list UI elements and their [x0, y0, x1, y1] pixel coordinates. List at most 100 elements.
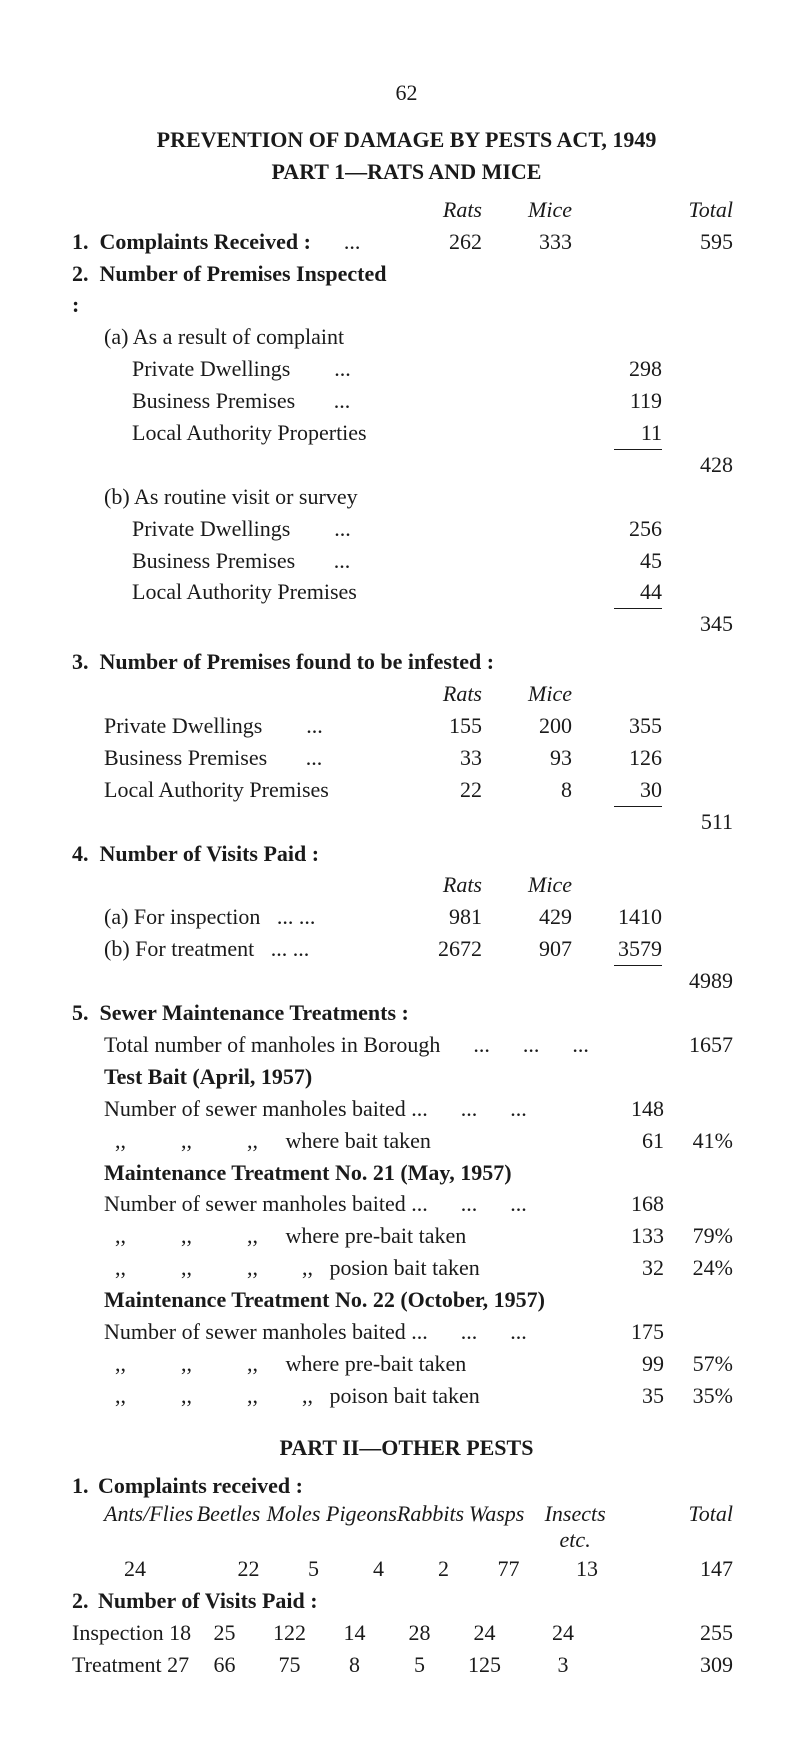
- s5-num: 5.: [72, 1000, 89, 1025]
- s4-head: 4. Number of Visits Paid :: [72, 838, 741, 870]
- p2h1: Ants/Flies: [104, 1501, 196, 1553]
- s1-dots: ...: [344, 229, 361, 254]
- s2a3-label: Local Authority Properties: [72, 417, 392, 449]
- s4b-label: (b) For treatment: [104, 936, 254, 961]
- s2b2-label: Business Premises: [132, 548, 295, 573]
- p2s2-num: 2.: [72, 1585, 98, 1617]
- s5-l8-label: ,, ,, ,, ,, posion bait taken: [72, 1252, 584, 1284]
- s5-l8-v: 32: [584, 1252, 664, 1284]
- s5-l11-v: 99: [584, 1348, 664, 1380]
- title-line-2: PART 1—RATS AND MICE: [72, 156, 741, 188]
- s2a1-val: 298: [572, 353, 662, 385]
- s3r1-dots: ...: [306, 713, 323, 738]
- p2v7: 13: [541, 1553, 633, 1585]
- s5-l12-label: ,, ,, ,, ,, poison bait taken: [72, 1380, 584, 1412]
- s3r2-label: Business Premises: [104, 745, 267, 770]
- p2v6: 77: [476, 1553, 541, 1585]
- p2s2r2-7: 3: [517, 1649, 609, 1681]
- s4b-t: 3579: [572, 933, 662, 965]
- s5-l3: Number of sewer manholes baited ... ... …: [72, 1093, 741, 1125]
- s3-hdr: Rats Mice: [72, 678, 741, 710]
- s5-l10-label: Number of sewer manholes baited ... ... …: [72, 1316, 584, 1348]
- p2s2-r1: Inspection 18 25 122 14 28 24 24 255: [72, 1617, 741, 1649]
- p2s2r1-7: 24: [517, 1617, 609, 1649]
- p2s2r1-l: Inspection 18: [72, 1617, 192, 1649]
- p2s2r1-5: 28: [387, 1617, 452, 1649]
- p2v1: 24: [104, 1553, 216, 1585]
- s3-hdr-mice: Mice: [482, 678, 572, 710]
- s5-l9-label: Maintenance Treatment No. 22 (October, 1…: [72, 1284, 584, 1316]
- s2b-label: (b) As routine visit or survey: [72, 481, 392, 513]
- s5-l12-v: 35: [584, 1380, 664, 1412]
- p2s2r2-2: 66: [192, 1649, 257, 1681]
- s5-l12: ,, ,, ,, ,, poison bait taken 35 35%: [72, 1380, 741, 1412]
- s2-num: 2.: [72, 261, 89, 286]
- s3r3-c: 30: [572, 774, 662, 806]
- s3r1-c: 355: [572, 710, 662, 742]
- s5-head: 5. Sewer Maintenance Treatments :: [72, 997, 741, 1029]
- s1-num: 1.: [72, 229, 89, 254]
- s1-rats: 262: [392, 226, 482, 258]
- s2b1-label: Private Dwellings: [132, 516, 290, 541]
- s3-label: Number of Premises found to be infested …: [100, 649, 495, 674]
- s4a-r: 981: [392, 901, 482, 933]
- s2b3: Local Authority Premises 44: [72, 576, 741, 608]
- s3-hdr-rats: Rats: [392, 678, 482, 710]
- s2b2: Business Premises ... 45: [72, 545, 741, 577]
- s5-l1-label: Total number of manholes in Borough ... …: [72, 1029, 589, 1061]
- s2b3-label: Local Authority Premises: [72, 576, 392, 608]
- s5-l6-v: 168: [584, 1188, 664, 1220]
- p2s2r2-6: 125: [452, 1649, 517, 1681]
- p2h7: Insects etc.: [529, 1501, 621, 1553]
- s4a-m: 429: [482, 901, 572, 933]
- s2a2-val: 119: [572, 385, 662, 417]
- s5-l7-p: 79%: [664, 1220, 741, 1252]
- s2a-rule: 428: [72, 449, 741, 481]
- s5-l4-p: 41%: [664, 1125, 741, 1157]
- p2v5: 2: [411, 1553, 476, 1585]
- rule-icon: [614, 806, 662, 838]
- s3r3-a: 22: [392, 774, 482, 806]
- s4-hdr: Rats Mice: [72, 869, 741, 901]
- s5-label: Sewer Maintenance Treatments :: [100, 1000, 409, 1025]
- s5-l4-v: 61: [584, 1125, 664, 1157]
- p2s2-r2: Treatment 27 66 75 8 5 125 3 309: [72, 1649, 741, 1681]
- rule-icon: [614, 608, 662, 640]
- s5-l1-total: 1657: [669, 1029, 741, 1061]
- header-row: Rats Mice Total: [72, 194, 741, 226]
- s2b1: Private Dwellings ... 256: [72, 513, 741, 545]
- rule-icon: [614, 449, 662, 481]
- p2h8: Total: [621, 1501, 741, 1553]
- s4a-dots: ... ...: [277, 904, 316, 929]
- s2a-total: 428: [662, 449, 741, 481]
- p2v4: 4: [346, 1553, 411, 1585]
- s2a-label: (a) As a result of complaint: [72, 321, 392, 353]
- s3-head: 3. Number of Premises found to be infest…: [72, 646, 741, 678]
- s5-l5: Maintenance Treatment No. 21 (May, 1957): [72, 1157, 741, 1189]
- s4b: (b) For treatment ... ... 2672 907 3579: [72, 933, 741, 965]
- p2s2r1-4: 14: [322, 1617, 387, 1649]
- s3r2-dots: ...: [306, 745, 323, 770]
- title-line-1: PREVENTION OF DAMAGE BY PESTS ACT, 1949: [72, 124, 741, 156]
- s2a2-label: Business Premises: [132, 388, 295, 413]
- p2h6: Wasps: [464, 1501, 529, 1553]
- hdr-total: Total: [662, 194, 741, 226]
- p2s1-vals: 24 22 5 4 2 77 13 147: [72, 1553, 741, 1585]
- s2b2-dots: ...: [334, 548, 351, 573]
- s5-l3-v: 148: [584, 1093, 664, 1125]
- s2a3-val: 11: [572, 417, 662, 449]
- p2-header: Ants/Flies Beetles Moles Pigeons Rabbits…: [72, 1501, 741, 1553]
- s3r1-b: 200: [482, 710, 572, 742]
- s4-hdr-mice: Mice: [482, 869, 572, 901]
- s2a1: Private Dwellings ... 298: [72, 353, 741, 385]
- p2s2r1-6: 24: [452, 1617, 517, 1649]
- s3r2-b: 93: [482, 742, 572, 774]
- s2-head: 2. Number of Premises Inspected :: [72, 258, 741, 322]
- s2b1-val: 256: [572, 513, 662, 545]
- s5-l11-p: 57%: [664, 1348, 741, 1380]
- p2v2: 22: [216, 1553, 281, 1585]
- s3-r2: Business Premises ... 33 93 126: [72, 742, 741, 774]
- s4a-label: (a) For inspection: [104, 904, 260, 929]
- s4b-dots: ... ...: [271, 936, 310, 961]
- s5-l11-label: ,, ,, ,, where pre-bait taken: [72, 1348, 584, 1380]
